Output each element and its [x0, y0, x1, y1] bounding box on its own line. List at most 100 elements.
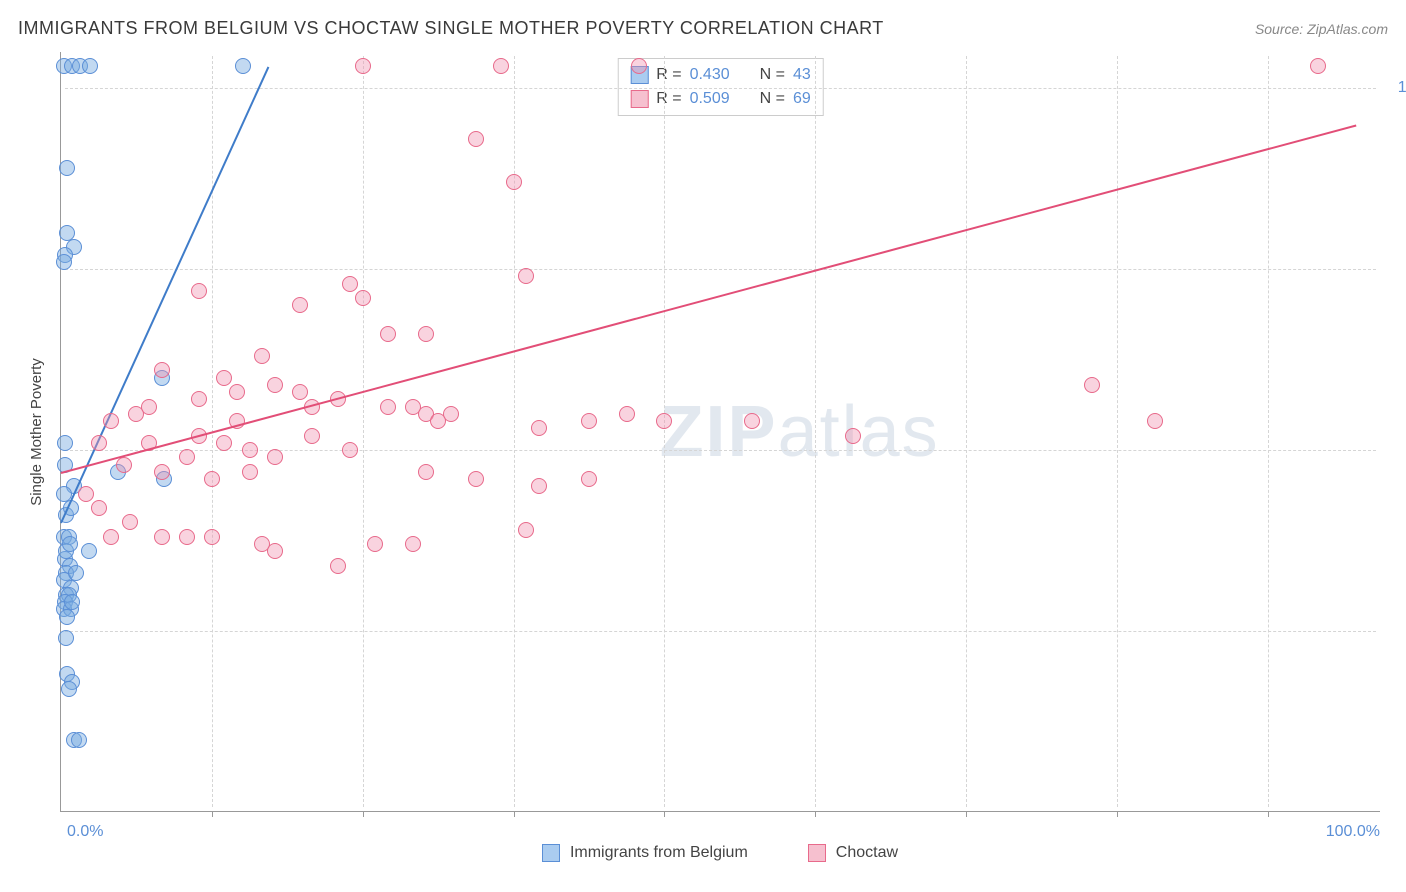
scatter-point-choctaw: [116, 457, 132, 473]
y-tick-label: 75.0%: [1384, 260, 1406, 278]
scatter-point-choctaw: [468, 131, 484, 147]
scatter-point-choctaw: [518, 522, 534, 538]
scatter-point-choctaw: [493, 58, 509, 74]
scatter-point-choctaw: [531, 478, 547, 494]
scatter-point-belgium: [57, 435, 73, 451]
scatter-point-choctaw: [191, 283, 207, 299]
legend-swatch: [542, 844, 560, 862]
legend-series-item: Immigrants from Belgium: [542, 844, 748, 862]
gridline-v: [363, 56, 364, 807]
gridline-v: [664, 56, 665, 807]
scatter-point-choctaw: [204, 529, 220, 545]
scatter-point-choctaw: [154, 464, 170, 480]
scatter-point-choctaw: [141, 399, 157, 415]
gridline-h: [65, 450, 1376, 451]
scatter-point-choctaw: [468, 471, 484, 487]
gridline-v: [966, 56, 967, 807]
legend-series-label: Choctaw: [836, 844, 898, 862]
y-tick-label: 25.0%: [1384, 622, 1406, 640]
scatter-point-belgium: [61, 681, 77, 697]
scatter-point-choctaw: [744, 413, 760, 429]
scatter-point-choctaw: [342, 276, 358, 292]
x-tick-mark: [815, 811, 816, 817]
scatter-point-choctaw: [330, 558, 346, 574]
x-tick-mark: [363, 811, 364, 817]
legend-correlation-row: R =0.430N =43: [630, 63, 811, 87]
scatter-point-choctaw: [1147, 413, 1163, 429]
scatter-point-choctaw: [103, 413, 119, 429]
legend-n-value: 43: [793, 63, 811, 87]
x-axis-max-label: 100.0%: [1326, 823, 1380, 841]
y-axis-label: Single Mother Poverty: [28, 358, 45, 506]
scatter-point-choctaw: [204, 471, 220, 487]
legend-r-label: R =: [656, 87, 681, 111]
scatter-point-belgium: [81, 543, 97, 559]
scatter-point-belgium: [59, 609, 75, 625]
scatter-point-choctaw: [367, 536, 383, 552]
scatter-point-choctaw: [154, 529, 170, 545]
scatter-point-choctaw: [518, 268, 534, 284]
scatter-point-choctaw: [154, 362, 170, 378]
scatter-point-choctaw: [292, 384, 308, 400]
scatter-point-belgium: [82, 58, 98, 74]
x-axis-min-label: 0.0%: [67, 823, 103, 841]
scatter-point-choctaw: [267, 377, 283, 393]
scatter-point-choctaw: [531, 420, 547, 436]
title-bar: IMMIGRANTS FROM BELGIUM VS CHOCTAW SINGL…: [18, 18, 1388, 39]
scatter-point-choctaw: [292, 297, 308, 313]
scatter-point-choctaw: [229, 384, 245, 400]
y-tick-label: 100.0%: [1384, 79, 1406, 97]
watermark-zip: ZIP: [660, 392, 778, 472]
scatter-point-choctaw: [179, 529, 195, 545]
legend-series-item: Choctaw: [808, 844, 898, 862]
plot-area: ZIPatlas R =0.430N =43R =0.509N =69 0.0%…: [60, 52, 1380, 812]
scatter-point-choctaw: [380, 326, 396, 342]
scatter-point-choctaw: [342, 442, 358, 458]
gridline-v: [1268, 56, 1269, 807]
scatter-point-choctaw: [254, 348, 270, 364]
scatter-point-choctaw: [430, 413, 446, 429]
y-tick-label: 50.0%: [1384, 441, 1406, 459]
scatter-point-choctaw: [1310, 58, 1326, 74]
scatter-point-choctaw: [78, 486, 94, 502]
legend-r-label: R =: [656, 63, 681, 87]
scatter-point-choctaw: [91, 435, 107, 451]
scatter-point-choctaw: [179, 449, 195, 465]
scatter-point-choctaw: [845, 428, 861, 444]
scatter-point-choctaw: [267, 449, 283, 465]
legend-r-value: 0.509: [690, 87, 730, 111]
scatter-point-choctaw: [619, 406, 635, 422]
legend-swatch: [808, 844, 826, 862]
scatter-point-choctaw: [405, 536, 421, 552]
scatter-point-belgium: [58, 630, 74, 646]
gridline-h: [65, 269, 1376, 270]
scatter-point-choctaw: [304, 428, 320, 444]
x-tick-mark: [1268, 811, 1269, 817]
scatter-point-choctaw: [191, 391, 207, 407]
watermark: ZIPatlas: [660, 391, 940, 473]
legend-n-label: N =: [760, 63, 785, 87]
gridline-v: [514, 56, 515, 807]
scatter-point-choctaw: [355, 290, 371, 306]
scatter-point-choctaw: [418, 464, 434, 480]
scatter-point-choctaw: [418, 326, 434, 342]
legend-swatch: [630, 90, 648, 108]
legend-correlation: R =0.430N =43R =0.509N =69: [617, 58, 824, 116]
scatter-point-choctaw: [581, 471, 597, 487]
scatter-point-belgium: [71, 732, 87, 748]
x-tick-mark: [1117, 811, 1118, 817]
scatter-point-belgium: [56, 254, 72, 270]
gridline-v: [1117, 56, 1118, 807]
scatter-point-belgium: [68, 565, 84, 581]
scatter-point-choctaw: [216, 435, 232, 451]
legend-correlation-row: R = 0.509 N = 69: [630, 87, 811, 111]
gridline-v: [815, 56, 816, 807]
scatter-point-choctaw: [267, 543, 283, 559]
scatter-point-choctaw: [103, 529, 119, 545]
chart-title: IMMIGRANTS FROM BELGIUM VS CHOCTAW SINGL…: [18, 18, 884, 39]
trend-line-belgium: [60, 67, 269, 524]
legend-n-label: N =: [760, 87, 785, 111]
scatter-point-choctaw: [631, 58, 647, 74]
x-tick-mark: [514, 811, 515, 817]
legend-n-value: 69: [793, 87, 811, 111]
